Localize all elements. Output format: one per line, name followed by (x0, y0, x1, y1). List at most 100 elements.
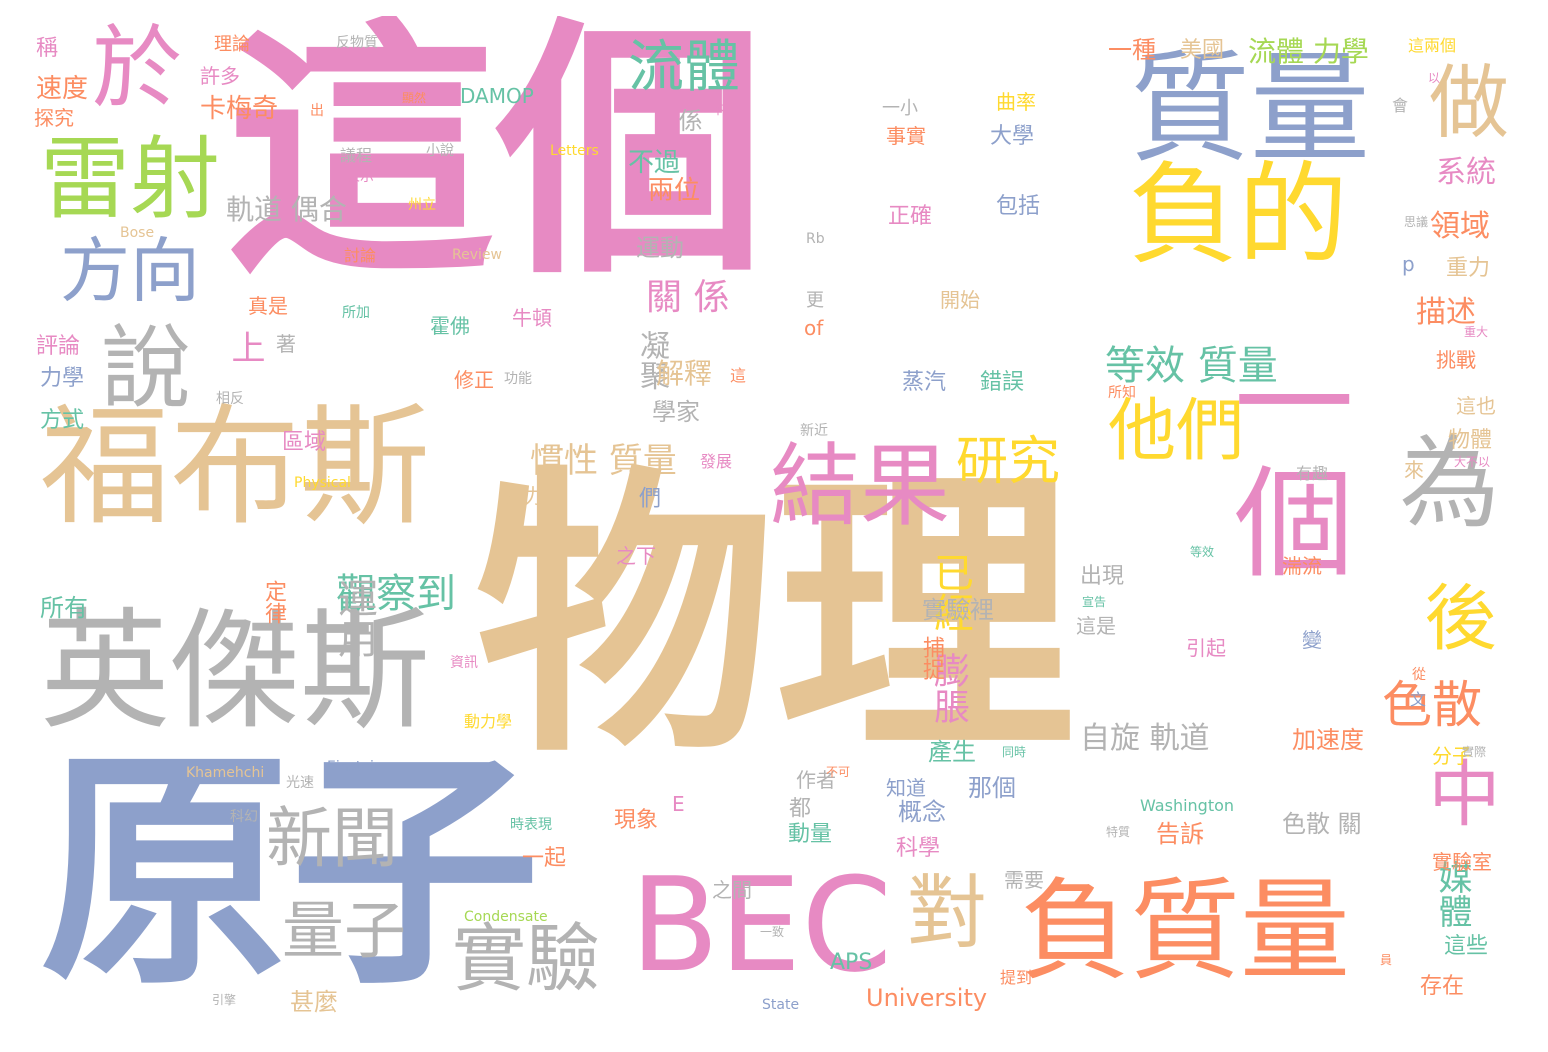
word: 物體 (1448, 428, 1493, 453)
word: 探究 (34, 106, 74, 130)
word: DAMOP (460, 84, 534, 108)
word: 後 (1412, 580, 1496, 652)
word: 一致 (760, 925, 785, 939)
word: 有趣 (1296, 464, 1329, 483)
word: 中 (1416, 756, 1500, 828)
word: 重力 (1446, 256, 1491, 281)
word: 稱 (36, 36, 59, 61)
word: Physical (294, 475, 351, 491)
word: 流體 (628, 35, 740, 100)
word: 量子 (282, 894, 407, 967)
word: 流體 力學 (1248, 35, 1369, 68)
word: 雷射 (40, 127, 220, 232)
word: 動力學 (464, 712, 513, 731)
word: 係 (674, 108, 702, 132)
word: 那個 (968, 774, 1016, 802)
word: 於 (92, 16, 182, 121)
word: 質量 (1130, 40, 1370, 179)
word: 等效 質量 (1105, 343, 1278, 389)
word: 為 (1382, 430, 1499, 530)
word: 加速度 (1292, 726, 1364, 754)
word: 發展 (700, 452, 733, 471)
word: 會 (1392, 96, 1409, 115)
word: 知道 (886, 776, 926, 800)
word: 色散 關 (1282, 810, 1362, 838)
word: 顯然 (402, 91, 427, 105)
word-cloud: 這個 物理 原子 福布斯 英傑斯 質量 負的 負質量 BEC 一個 結果 為 於… (16, 16, 1532, 1036)
word: 實際 (1462, 745, 1487, 759)
word: 之下 (616, 544, 656, 568)
word: 以 (1428, 71, 1441, 85)
word: 不可 (826, 765, 851, 779)
word: 軌道 偶合 (226, 193, 347, 226)
word: 更 (806, 290, 824, 311)
word: 新近 (800, 423, 828, 439)
word: 原子 (40, 727, 540, 1018)
word: 媒體 (1432, 860, 1472, 928)
word: BEC (630, 849, 893, 1001)
word: 結果 (770, 434, 950, 539)
word: 需要 (1004, 868, 1044, 892)
word: 已經 (927, 552, 973, 632)
word: 時表現 (510, 817, 552, 833)
word: APS (830, 950, 873, 975)
word: 包括 (996, 194, 1041, 219)
word: 動量 (788, 822, 833, 847)
word: of (804, 316, 824, 340)
word: 甚麼 (290, 988, 338, 1016)
word: 來 (1404, 458, 1424, 482)
word: 牛頓 (512, 306, 552, 330)
word: 學家 (652, 398, 700, 426)
word: 議程 (340, 146, 373, 165)
word: 們 (635, 486, 660, 508)
word: 方向 (60, 230, 200, 312)
word: 美國 (1180, 38, 1225, 63)
word: 科幻 (230, 809, 258, 825)
word: 一起 (522, 846, 567, 871)
word: 凝聚 (634, 330, 669, 390)
word: 表示 (346, 169, 374, 185)
word: 特質 (1106, 825, 1131, 839)
word: 這 (730, 366, 747, 385)
word: 著 (276, 332, 296, 356)
word: 他們 (1108, 392, 1245, 471)
word: 概念 (898, 798, 946, 826)
word: 反物質 (336, 35, 378, 51)
word: 負質量 (1020, 867, 1350, 995)
word: 卡梅奇 (200, 94, 279, 124)
word: E (672, 792, 685, 816)
word: 員 (1380, 953, 1393, 967)
word: 福布斯 (40, 391, 431, 543)
word: 許多 (200, 64, 240, 88)
word: 兩位 (648, 176, 701, 206)
word: Review (452, 247, 502, 263)
word: 蒸汽 (902, 370, 947, 395)
word: 慣性 質量 (530, 441, 677, 481)
word: 曲率 (996, 90, 1036, 114)
word: Letters (550, 143, 599, 159)
word: 告訴 (1156, 820, 1204, 848)
word: 所加 (342, 305, 370, 321)
word: 運動 (636, 234, 684, 262)
word: 力學 (40, 366, 85, 391)
word: 挑戰 (1436, 348, 1476, 372)
word: 錯誤 (980, 370, 1025, 395)
word: 這是 (1076, 614, 1116, 638)
word: 等效 (1190, 545, 1215, 559)
word: 外力 (504, 484, 544, 508)
word: 研究 (956, 432, 1061, 492)
word: Khamehchi (186, 765, 265, 781)
word: 引擎 (212, 993, 237, 1007)
word: 描述 (1416, 295, 1476, 330)
word: 引起 (1186, 636, 1226, 660)
word: 相反 (216, 391, 244, 407)
word: 這些 (1444, 934, 1489, 959)
word: 存在 (1420, 974, 1465, 999)
word: 開始 (940, 288, 980, 312)
word: 定律 (261, 580, 286, 624)
word: 一種 (1108, 36, 1156, 64)
word: State (762, 997, 800, 1013)
word: 色散 (1382, 676, 1482, 734)
word: 分子 (1432, 744, 1472, 768)
word: 思議 (1404, 215, 1429, 229)
